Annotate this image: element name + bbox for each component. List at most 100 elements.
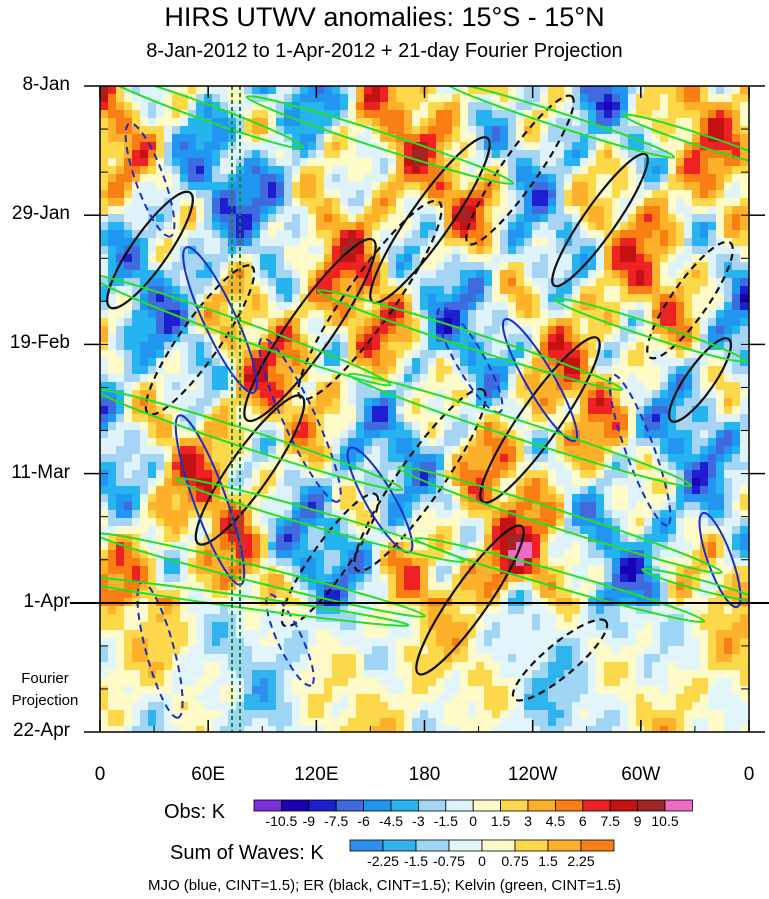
field-cell [100, 526, 109, 535]
field-cell [524, 182, 533, 191]
field-cell [332, 158, 341, 167]
field-cell [260, 182, 269, 191]
field-cell [220, 534, 229, 543]
field-cell [260, 390, 269, 399]
field-cell [156, 142, 165, 151]
field-cell [692, 414, 701, 423]
field-cell [492, 302, 501, 311]
field-cell [244, 358, 253, 367]
field-cell [564, 558, 573, 567]
field-cell [100, 486, 109, 495]
field-cell [380, 118, 389, 127]
field-cell [228, 158, 237, 167]
field-cell [188, 454, 197, 463]
field-cell [524, 230, 533, 239]
field-cell [212, 278, 221, 287]
field-cell [140, 198, 149, 207]
field-cell [452, 318, 461, 327]
field-cell [428, 334, 437, 343]
field-cell [436, 366, 445, 375]
field-cell [684, 286, 693, 295]
field-cell [500, 94, 509, 103]
field-cell [620, 190, 629, 199]
field-cell [164, 318, 173, 327]
field-cell [572, 502, 581, 511]
field-cell [116, 270, 125, 279]
field-cell [444, 134, 453, 143]
field-cell [724, 462, 733, 471]
field-cell [356, 262, 365, 271]
field-cell [244, 470, 253, 479]
field-cell [100, 302, 109, 311]
field-cell [540, 566, 549, 575]
field-cell [292, 134, 301, 143]
field-cell [500, 86, 509, 95]
field-cell [196, 526, 205, 535]
field-cell [492, 350, 501, 359]
field-cell [716, 214, 725, 223]
field-cell [684, 390, 693, 399]
field-cell [740, 406, 749, 415]
field-cell [132, 366, 141, 375]
field-cell [108, 214, 117, 223]
field-cell [196, 278, 205, 287]
field-cell [220, 398, 229, 407]
field-cell [692, 174, 701, 183]
field-cell [172, 86, 181, 95]
field-cell [156, 222, 165, 231]
field-cell [724, 190, 733, 199]
field-cell [508, 454, 517, 463]
field-cell [732, 286, 741, 295]
field-cell [116, 182, 125, 191]
field-cell [124, 550, 133, 559]
field-cell [260, 398, 269, 407]
field-cell [740, 158, 749, 167]
field-cell [164, 302, 173, 311]
field-cell [116, 390, 125, 399]
field-cell [532, 526, 541, 535]
field-cell [572, 174, 581, 183]
field-cell [340, 478, 349, 487]
field-cell [492, 278, 501, 287]
field-cell [444, 278, 453, 287]
field-cell [276, 430, 285, 439]
field-cell [532, 198, 541, 207]
field-cell [580, 230, 589, 239]
field-cell [556, 510, 565, 519]
field-cell [620, 486, 629, 495]
field-cell [412, 102, 421, 111]
field-cell [564, 142, 573, 151]
field-cell [124, 462, 133, 471]
field-cell [588, 406, 597, 415]
field-cell [388, 422, 397, 431]
field-cell [716, 510, 725, 519]
field-cell [364, 110, 373, 119]
field-cell [212, 310, 221, 319]
field-cell [548, 470, 557, 479]
field-cell [692, 86, 701, 95]
field-cell [260, 558, 269, 567]
field-cell [404, 566, 413, 575]
field-cell [612, 438, 621, 447]
field-cell [604, 286, 613, 295]
field-cell [468, 118, 477, 127]
field-cell [372, 486, 381, 495]
field-cell [244, 302, 253, 311]
field-cell [700, 270, 709, 279]
field-cell [596, 270, 605, 279]
field-cell [516, 414, 525, 423]
field-cell [596, 166, 605, 175]
field-cell [124, 566, 133, 575]
field-cell [204, 518, 213, 527]
field-cell [444, 414, 453, 423]
field-cell [500, 334, 509, 343]
field-cell [204, 102, 213, 111]
field-cell [220, 510, 229, 519]
field-cell [708, 270, 717, 279]
field-cell [420, 350, 429, 359]
field-cell [380, 158, 389, 167]
field-cell [188, 262, 197, 271]
field-cell [156, 86, 165, 95]
field-cell [444, 358, 453, 367]
field-cell [356, 318, 365, 327]
